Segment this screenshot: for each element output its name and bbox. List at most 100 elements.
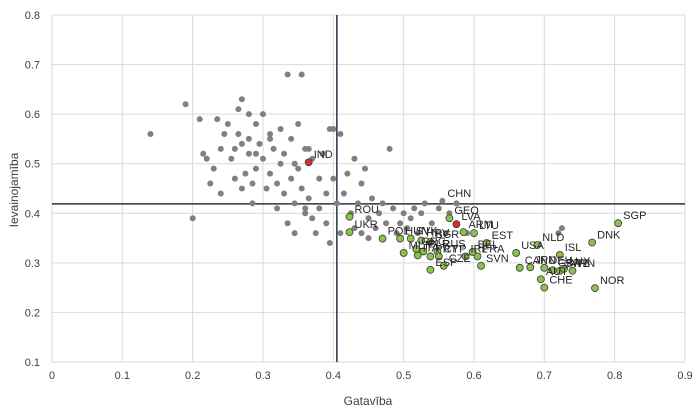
data-point bbox=[147, 130, 154, 137]
data-point bbox=[326, 126, 333, 133]
x-tick-label: 0.1 bbox=[115, 370, 130, 382]
data-point bbox=[245, 135, 252, 142]
data-point bbox=[200, 150, 207, 157]
point-label-swe: SWE bbox=[565, 258, 590, 270]
data-point bbox=[217, 145, 224, 152]
data-point bbox=[337, 130, 344, 137]
data-point bbox=[238, 96, 245, 103]
x-tick-label: 0.8 bbox=[607, 370, 622, 382]
data-point-cyp bbox=[434, 252, 443, 261]
point-label-ita: ITA bbox=[423, 242, 440, 254]
data-point bbox=[365, 235, 372, 242]
data-point-bel bbox=[468, 248, 477, 256]
data-point bbox=[411, 205, 418, 212]
data-point bbox=[400, 210, 407, 217]
data-point-prt bbox=[426, 252, 435, 261]
point-label-lux: LUX bbox=[569, 256, 591, 268]
data-point bbox=[558, 225, 565, 232]
data-point bbox=[344, 170, 351, 177]
data-point bbox=[354, 200, 361, 207]
point-label-dnk: DNK bbox=[597, 230, 621, 242]
data-point bbox=[418, 210, 425, 217]
data-point bbox=[309, 215, 316, 222]
data-point bbox=[365, 215, 372, 222]
data-point-nld bbox=[533, 241, 542, 249]
point-label-ltu: LTU bbox=[479, 220, 499, 232]
data-point bbox=[260, 155, 266, 162]
data-points bbox=[147, 71, 623, 293]
data-point-aut bbox=[536, 275, 545, 284]
point-label-fin: FIN bbox=[577, 258, 595, 270]
point-label-nld: NLD bbox=[542, 232, 564, 244]
data-point bbox=[386, 145, 393, 152]
data-point bbox=[428, 220, 435, 227]
data-point bbox=[555, 230, 562, 237]
data-point bbox=[228, 155, 235, 162]
data-point-fin bbox=[568, 266, 577, 275]
point-label-geo: GEO bbox=[454, 205, 479, 217]
data-point bbox=[323, 220, 330, 227]
data-point bbox=[404, 225, 411, 232]
point-label-che: CHE bbox=[549, 275, 572, 287]
data-point bbox=[312, 230, 319, 237]
data-point bbox=[270, 145, 277, 152]
y-tick-label: 0.7 bbox=[25, 60, 40, 72]
data-point bbox=[231, 175, 238, 182]
data-point-dnk bbox=[588, 238, 597, 247]
point-label-isl: ISL bbox=[565, 242, 582, 254]
point-label-cze: CZE bbox=[449, 253, 471, 265]
data-point bbox=[242, 170, 249, 177]
data-point bbox=[295, 121, 302, 128]
point-label-can: CAN bbox=[525, 255, 548, 267]
gridlines bbox=[51, 14, 686, 363]
data-point-bgr bbox=[426, 238, 435, 246]
data-point bbox=[302, 210, 309, 217]
data-point bbox=[252, 121, 259, 128]
point-label-svk: SVK bbox=[416, 226, 439, 238]
data-point bbox=[245, 111, 252, 118]
data-point bbox=[369, 195, 376, 202]
x-tick-label: 0.6 bbox=[466, 370, 481, 382]
x-tick-label: 0.4 bbox=[326, 370, 341, 382]
point-label-pol: POL bbox=[388, 226, 410, 238]
x-tick-label: 0.5 bbox=[396, 370, 411, 382]
data-point bbox=[224, 121, 231, 128]
data-point bbox=[302, 205, 309, 212]
data-point bbox=[298, 185, 305, 192]
data-point bbox=[421, 200, 428, 207]
point-label-ukr: UKR bbox=[355, 219, 378, 231]
y-axis-title: Ievainojamība bbox=[7, 152, 21, 227]
point-label-usa: USA bbox=[521, 240, 544, 252]
data-point-sgp bbox=[614, 219, 623, 228]
data-point bbox=[249, 180, 256, 187]
point-label-bgr: BGR bbox=[435, 229, 459, 241]
point-label-prt: PRT bbox=[435, 243, 457, 255]
data-point-deu bbox=[540, 263, 549, 272]
data-point bbox=[256, 140, 263, 147]
data-point bbox=[372, 225, 379, 232]
point-label-hun: HUN bbox=[405, 226, 429, 238]
data-point bbox=[284, 220, 291, 227]
y-tick-label: 0.4 bbox=[25, 208, 40, 220]
data-point-est bbox=[482, 239, 491, 247]
data-point bbox=[407, 215, 414, 222]
data-point bbox=[252, 150, 259, 157]
y-tick-label: 0.3 bbox=[25, 258, 40, 270]
y-tick-label: 0.2 bbox=[25, 307, 40, 319]
data-point-svk bbox=[406, 234, 415, 243]
point-label-lva: LVA bbox=[461, 211, 481, 223]
x-axis-title: Gatavība bbox=[344, 394, 393, 408]
y-tick-label: 0.8 bbox=[25, 10, 40, 22]
data-point bbox=[245, 150, 252, 157]
point-label-mlt: MLT bbox=[409, 240, 430, 252]
point-label-ind: IND bbox=[314, 149, 333, 161]
data-point bbox=[305, 145, 312, 152]
point-label-blr: BLR bbox=[428, 238, 449, 250]
data-point-ita bbox=[413, 251, 422, 260]
data-point bbox=[231, 145, 238, 152]
data-point bbox=[298, 71, 305, 78]
data-point-usa bbox=[512, 249, 521, 257]
